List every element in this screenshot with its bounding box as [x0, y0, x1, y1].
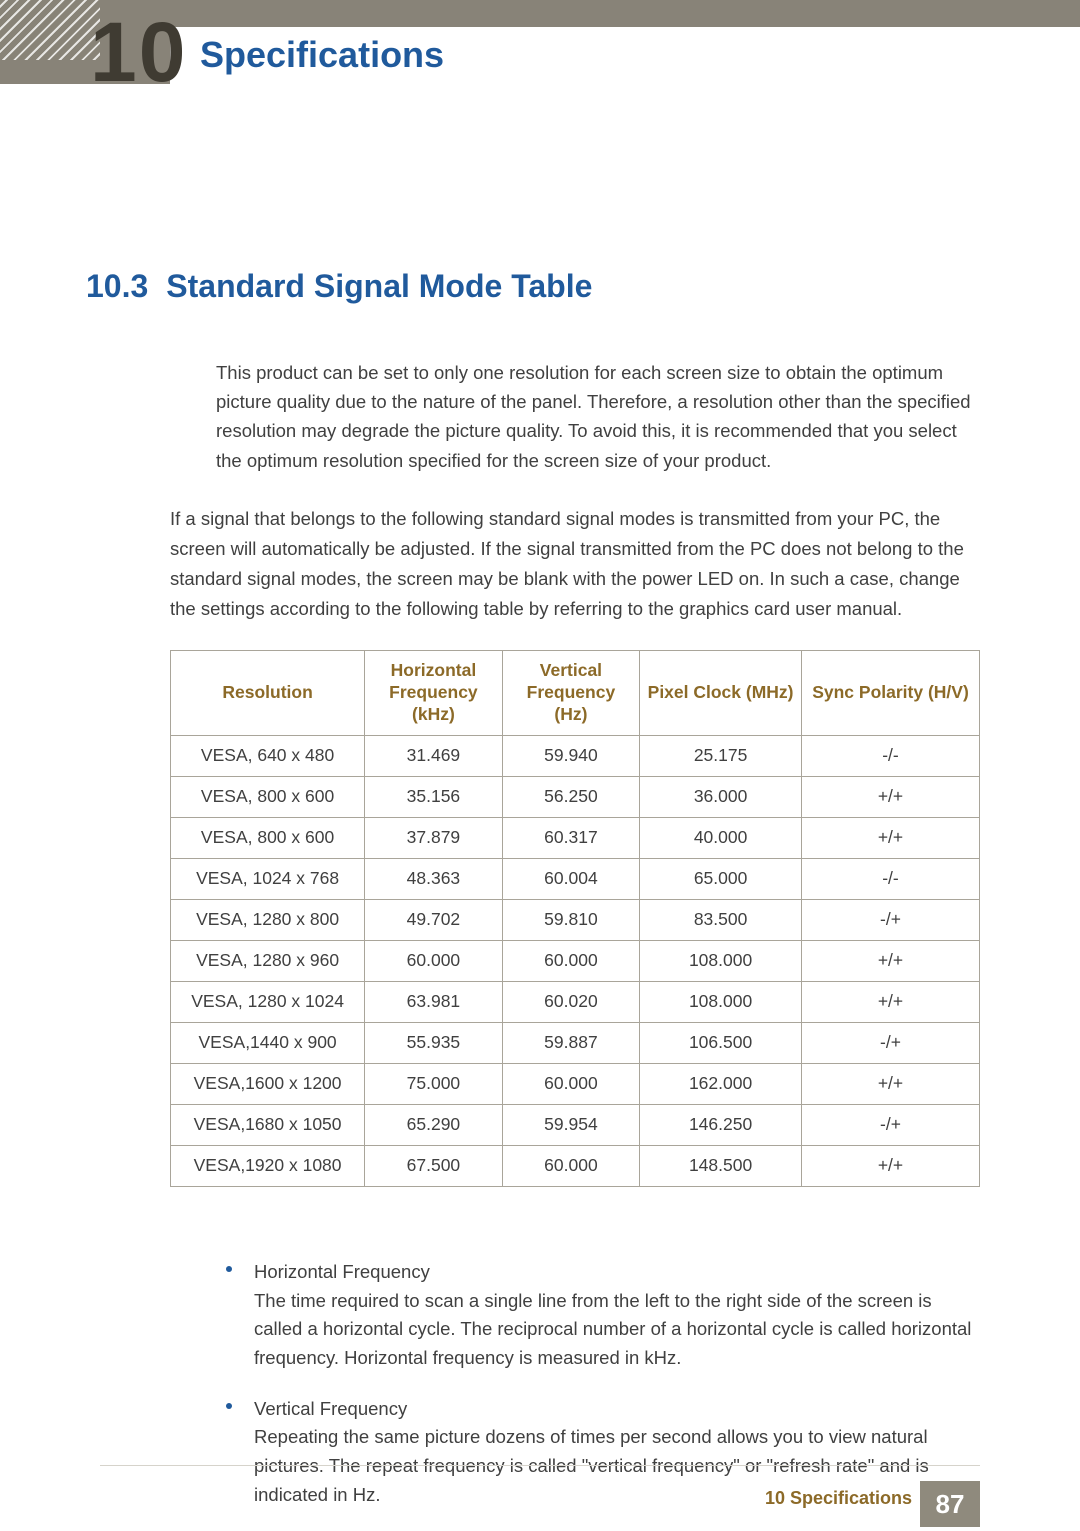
- table-cell: VESA, 800 x 600: [171, 817, 365, 858]
- table-row: VESA,1920 x 108067.50060.000148.500+/+: [171, 1145, 980, 1186]
- table-cell: 49.702: [365, 899, 503, 940]
- page-number-box: 87: [920, 1481, 980, 1527]
- table-cell: 37.879: [365, 817, 503, 858]
- table-cell: 60.000: [365, 940, 503, 981]
- header-stripes-decoration: [0, 0, 100, 60]
- signal-mode-table: Resolution Horizontal Frequency (kHz) Ve…: [170, 650, 980, 1187]
- col-pixel-clock: Pixel Clock (MHz): [640, 651, 802, 736]
- table-cell: VESA,1440 x 900: [171, 1022, 365, 1063]
- col-sync-polarity: Sync Polarity (H/V): [801, 651, 979, 736]
- table-cell: 108.000: [640, 981, 802, 1022]
- table-cell: VESA,1680 x 1050: [171, 1104, 365, 1145]
- note-title: Horizontal Frequency: [254, 1258, 980, 1287]
- table-cell: 65.000: [640, 858, 802, 899]
- table-cell: 59.810: [502, 899, 640, 940]
- table-cell: 59.940: [502, 735, 640, 776]
- table-cell: +/+: [801, 776, 979, 817]
- table-cell: 63.981: [365, 981, 503, 1022]
- table-cell: VESA, 1280 x 1024: [171, 981, 365, 1022]
- table-row: VESA, 640 x 48031.46959.94025.175-/-: [171, 735, 980, 776]
- table-cell: 60.000: [502, 1145, 640, 1186]
- table-cell: 40.000: [640, 817, 802, 858]
- table-cell: 106.500: [640, 1022, 802, 1063]
- table-cell: 162.000: [640, 1063, 802, 1104]
- note-horizontal-frequency: Horizontal Frequency The time required t…: [216, 1258, 980, 1373]
- table-row: VESA,1600 x 120075.00060.000162.000+/+: [171, 1063, 980, 1104]
- table-cell: 146.250: [640, 1104, 802, 1145]
- table-cell: 60.020: [502, 981, 640, 1022]
- table-cell: 48.363: [365, 858, 503, 899]
- table-row: VESA, 1280 x 102463.98160.020108.000+/+: [171, 981, 980, 1022]
- table-cell: -/-: [801, 735, 979, 776]
- table-cell: +/+: [801, 940, 979, 981]
- note-title: Vertical Frequency: [254, 1395, 980, 1424]
- table-cell: 36.000: [640, 776, 802, 817]
- table-row: VESA,1440 x 90055.93559.887106.500-/+: [171, 1022, 980, 1063]
- table-cell: 31.469: [365, 735, 503, 776]
- table-cell: VESA, 640 x 480: [171, 735, 365, 776]
- col-horizontal-frequency: Horizontal Frequency (kHz): [365, 651, 503, 736]
- table-cell: 108.000: [640, 940, 802, 981]
- col-resolution: Resolution: [171, 651, 365, 736]
- table-cell: 55.935: [365, 1022, 503, 1063]
- table-cell: 59.954: [502, 1104, 640, 1145]
- table-cell: 67.500: [365, 1145, 503, 1186]
- table-row: VESA, 1280 x 80049.70259.81083.500-/+: [171, 899, 980, 940]
- chapter-title: Specifications: [200, 34, 444, 76]
- table-cell: 25.175: [640, 735, 802, 776]
- section-heading: 10.3 Standard Signal Mode Table: [86, 268, 994, 305]
- intro-paragraph-2: If a signal that belongs to the followin…: [170, 504, 980, 624]
- table-cell: +/+: [801, 1145, 979, 1186]
- table-row: VESA,1680 x 105065.29059.954146.250-/+: [171, 1104, 980, 1145]
- section-number: 10.3: [86, 268, 148, 304]
- table-row: VESA, 800 x 60037.87960.31740.000+/+: [171, 817, 980, 858]
- table-cell: 56.250: [502, 776, 640, 817]
- table-cell: 83.500: [640, 899, 802, 940]
- col-vertical-frequency: Vertical Frequency (Hz): [502, 651, 640, 736]
- table-row: VESA, 800 x 60035.15656.25036.000+/+: [171, 776, 980, 817]
- table-row: VESA, 1024 x 76848.36360.00465.000-/-: [171, 858, 980, 899]
- bullet-icon: [226, 1266, 232, 1272]
- table-body: VESA, 640 x 48031.46959.94025.175-/-VESA…: [171, 735, 980, 1186]
- table-cell: +/+: [801, 817, 979, 858]
- signal-mode-table-wrap: Resolution Horizontal Frequency (kHz) Ve…: [170, 650, 980, 1187]
- table-cell: 60.000: [502, 940, 640, 981]
- table-cell: 60.000: [502, 1063, 640, 1104]
- table-cell: -/+: [801, 1022, 979, 1063]
- table-cell: +/+: [801, 1063, 979, 1104]
- bullet-icon: [226, 1403, 232, 1409]
- table-cell: VESA, 1280 x 960: [171, 940, 365, 981]
- table-cell: -/+: [801, 899, 979, 940]
- table-cell: 65.290: [365, 1104, 503, 1145]
- table-cell: 35.156: [365, 776, 503, 817]
- page-footer: 10 Specifications 87: [0, 1465, 1080, 1527]
- table-cell: VESA,1920 x 1080: [171, 1145, 365, 1186]
- table-cell: VESA, 1280 x 800: [171, 899, 365, 940]
- table-cell: 59.887: [502, 1022, 640, 1063]
- table-row: VESA, 1280 x 96060.00060.000108.000+/+: [171, 940, 980, 981]
- table-cell: VESA, 800 x 600: [171, 776, 365, 817]
- note-body: The time required to scan a single line …: [254, 1287, 980, 1373]
- table-cell: +/+: [801, 981, 979, 1022]
- chapter-number: 10: [90, 4, 187, 101]
- table-header-row: Resolution Horizontal Frequency (kHz) Ve…: [171, 651, 980, 736]
- footer-rule: [100, 1465, 980, 1466]
- table-cell: 148.500: [640, 1145, 802, 1186]
- intro-paragraph-1: This product can be set to only one reso…: [216, 358, 980, 475]
- table-cell: -/-: [801, 858, 979, 899]
- section-title-text: Standard Signal Mode Table: [166, 268, 592, 304]
- page: 10 Specifications 10.3 Standard Signal Mo…: [0, 0, 1080, 1527]
- table-cell: 75.000: [365, 1063, 503, 1104]
- table-cell: -/+: [801, 1104, 979, 1145]
- table-cell: VESA,1600 x 1200: [171, 1063, 365, 1104]
- footer-chapter-label: 10 Specifications: [765, 1488, 912, 1509]
- table-cell: VESA, 1024 x 768: [171, 858, 365, 899]
- table-cell: 60.004: [502, 858, 640, 899]
- table-cell: 60.317: [502, 817, 640, 858]
